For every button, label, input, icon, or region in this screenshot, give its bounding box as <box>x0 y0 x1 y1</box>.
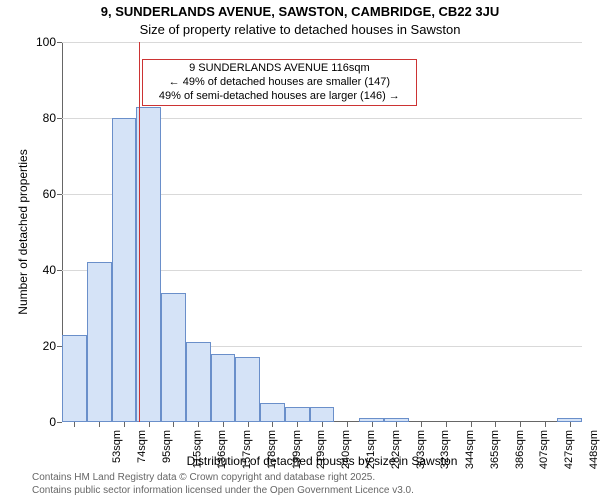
x-tick-mark <box>347 422 348 427</box>
histogram-bar <box>186 342 211 422</box>
x-tick-label: 136sqm <box>217 430 229 469</box>
x-tick-mark <box>124 422 125 427</box>
x-tick-label: 74sqm <box>136 430 148 463</box>
x-tick-mark <box>471 422 472 427</box>
x-tick-mark <box>421 422 422 427</box>
histogram-bar <box>211 354 236 422</box>
x-tick-label: 407sqm <box>538 430 550 469</box>
x-tick-label: 365sqm <box>489 430 501 469</box>
y-tick-label: 80 <box>16 111 56 125</box>
x-tick-mark <box>223 422 224 427</box>
x-tick-mark <box>149 422 150 427</box>
x-tick-label: 323sqm <box>439 430 451 469</box>
histogram-bar <box>310 407 335 422</box>
x-tick-label: 386sqm <box>514 430 526 469</box>
histogram-bar <box>112 118 137 422</box>
x-tick-label: 199sqm <box>291 430 303 469</box>
y-tick-mark <box>57 42 62 43</box>
x-tick-label: 448sqm <box>588 430 600 469</box>
y-tick-mark <box>57 270 62 271</box>
x-tick-mark <box>99 422 100 427</box>
y-tick-label: 0 <box>16 415 56 429</box>
attribution-line: Contains public sector information licen… <box>32 485 414 498</box>
y-tick-mark <box>57 194 62 195</box>
property-marker-line <box>139 42 140 422</box>
x-tick-label: 53sqm <box>111 430 123 463</box>
chart-title: 9, SUNDERLANDS AVENUE, SAWSTON, CAMBRIDG… <box>0 4 600 19</box>
x-tick-label: 240sqm <box>340 430 352 469</box>
annotation-line: 49% of semi-detached houses are larger (… <box>147 90 413 104</box>
annotation-line: 9 SUNDERLANDS AVENUE 116sqm <box>147 62 413 76</box>
x-tick-label: 95sqm <box>161 430 173 463</box>
x-tick-mark <box>495 422 496 427</box>
y-tick-label: 40 <box>16 263 56 277</box>
x-tick-mark <box>272 422 273 427</box>
x-tick-mark <box>322 422 323 427</box>
histogram-bar <box>285 407 310 422</box>
histogram-bar <box>235 357 260 422</box>
annotation-box: 9 SUNDERLANDS AVENUE 116sqm← 49% of deta… <box>142 59 418 106</box>
x-tick-mark <box>446 422 447 427</box>
x-tick-label: 261sqm <box>365 430 377 469</box>
histogram-bar <box>87 262 112 422</box>
x-tick-label: 344sqm <box>464 430 476 469</box>
y-axis-label: Number of detached properties <box>16 42 32 422</box>
x-tick-label: 427sqm <box>563 430 575 469</box>
y-tick-mark <box>57 422 62 423</box>
attribution-line: Contains HM Land Registry data © Crown c… <box>32 472 414 485</box>
x-tick-mark <box>74 422 75 427</box>
x-tick-mark <box>545 422 546 427</box>
plot-area: 9 SUNDERLANDS AVENUE 116sqm← 49% of deta… <box>62 42 582 422</box>
chart-container: 9, SUNDERLANDS AVENUE, SAWSTON, CAMBRIDG… <box>0 0 600 500</box>
x-tick-label: 115sqm <box>191 430 203 468</box>
x-tick-mark <box>248 422 249 427</box>
x-tick-mark <box>520 422 521 427</box>
histogram-bar <box>260 403 285 422</box>
y-tick-label: 60 <box>16 187 56 201</box>
x-tick-label: 282sqm <box>390 430 402 469</box>
histogram-bar <box>161 293 186 422</box>
x-tick-mark <box>372 422 373 427</box>
y-tick-label: 20 <box>16 339 56 353</box>
x-tick-mark <box>198 422 199 427</box>
attribution-text: Contains HM Land Registry data © Crown c… <box>32 472 414 497</box>
y-tick-label: 100 <box>16 35 56 49</box>
histogram-bar <box>62 335 87 422</box>
chart-subtitle: Size of property relative to detached ho… <box>0 22 600 37</box>
x-tick-mark <box>570 422 571 427</box>
y-tick-mark <box>57 118 62 119</box>
annotation-line: ← 49% of detached houses are smaller (14… <box>147 76 413 90</box>
x-tick-mark <box>396 422 397 427</box>
x-tick-label: 219sqm <box>316 430 328 469</box>
x-tick-label: 303sqm <box>415 430 427 469</box>
x-tick-label: 178sqm <box>266 430 278 469</box>
x-tick-mark <box>297 422 298 427</box>
x-tick-mark <box>173 422 174 427</box>
x-tick-label: 157sqm <box>241 430 253 469</box>
